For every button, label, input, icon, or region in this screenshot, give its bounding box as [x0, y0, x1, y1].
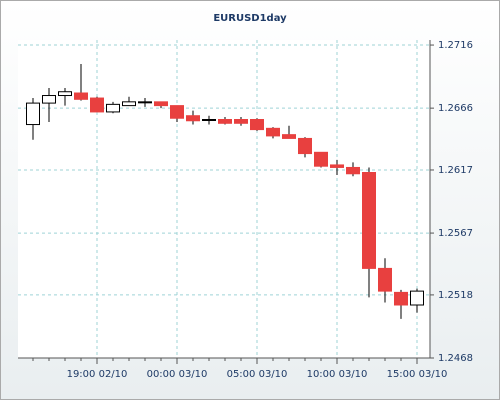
candle-body — [90, 97, 104, 113]
candle-body — [250, 119, 264, 131]
candle-body — [394, 291, 408, 306]
candle-body — [42, 95, 56, 104]
candle-body — [330, 164, 344, 168]
candle-body — [362, 172, 376, 269]
candle-body — [26, 102, 40, 126]
candle-body — [138, 101, 152, 104]
x-tick-label: 10:00 03/10 — [307, 369, 368, 380]
candle-body — [74, 92, 88, 100]
candle-body — [106, 103, 120, 113]
x-tick-label: 19:00 02/10 — [67, 369, 128, 380]
candle-body — [202, 119, 216, 121]
y-tick-label: 1.2716 — [438, 40, 473, 51]
y-tick-label: 1.2567 — [438, 228, 473, 239]
candle-body — [314, 151, 328, 167]
y-tick-label: 1.2518 — [438, 290, 473, 301]
candle-body — [218, 119, 232, 124]
candle-body — [154, 101, 168, 107]
candle-body — [122, 101, 136, 107]
candle-body — [378, 267, 392, 292]
x-tick-label: 05:00 03/10 — [227, 369, 288, 380]
candle-body — [170, 105, 184, 119]
chart-title: EURUSD1day — [213, 13, 287, 24]
y-tick-label: 1.2666 — [438, 103, 473, 114]
x-tick-label: 15:00 03/10 — [387, 369, 448, 380]
candle-body — [266, 127, 280, 137]
candle-body — [186, 115, 200, 122]
candle-body — [58, 91, 72, 97]
y-tick-label: 1.2468 — [438, 353, 473, 364]
candle-body — [234, 119, 248, 124]
y-tick-label: 1.2617 — [438, 165, 473, 176]
x-tick-label: 00:00 03/10 — [147, 369, 208, 380]
candle-body — [410, 290, 424, 306]
candle-body — [282, 134, 296, 139]
candle-body — [298, 137, 312, 155]
candle-body — [346, 166, 360, 175]
